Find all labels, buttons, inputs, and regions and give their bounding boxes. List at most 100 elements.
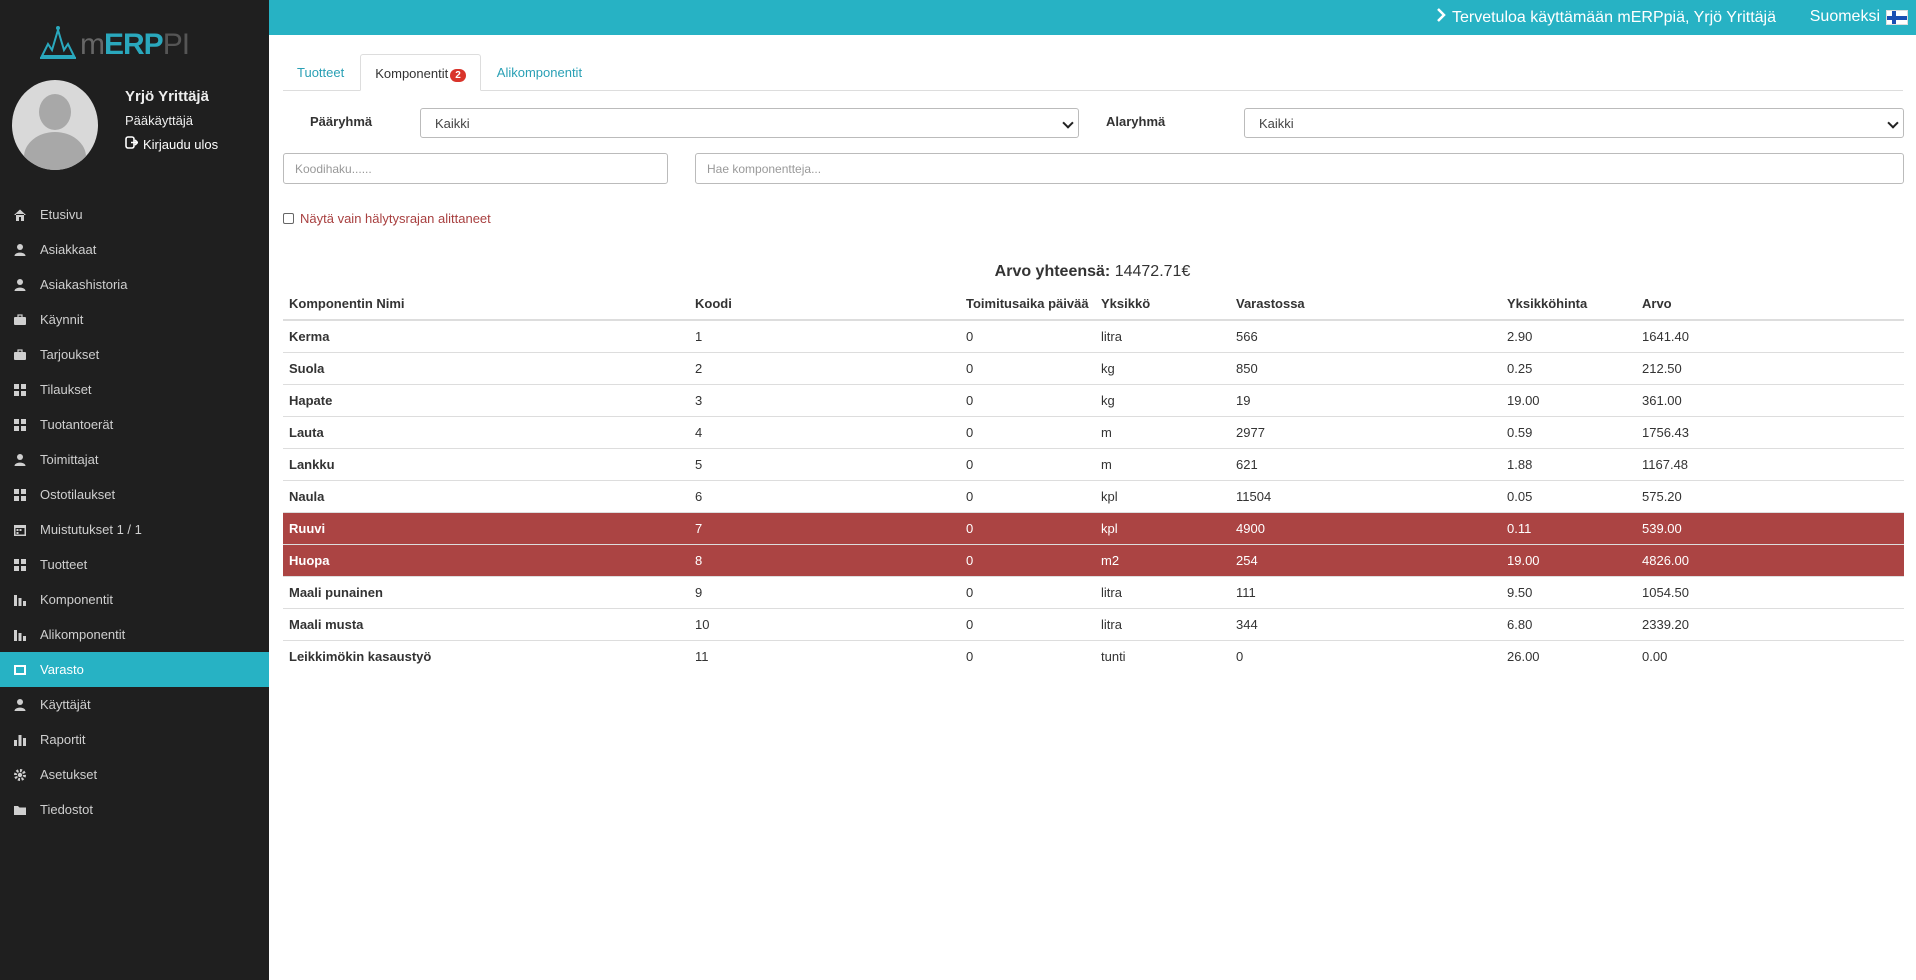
language-label: Suomeksi	[1809, 8, 1880, 25]
tree-icon	[13, 593, 27, 607]
table-row-alert[interactable]: Ruuvi 7 0 kpl 4900 0.11 539.00	[283, 511, 1904, 544]
table-row[interactable]: Maali punainen 9 0 litra 111 9.50 1054.50	[283, 575, 1904, 608]
column-header[interactable]: Varastossa	[1230, 288, 1501, 321]
top-bar: Tervetuloa käyttämään mERPpiä, Yrjö Yrit…	[269, 0, 1916, 35]
cell-code: 7	[689, 511, 960, 544]
sidebar-item-label: Tilaukset	[40, 382, 92, 397]
alert-only-checkbox[interactable]	[283, 213, 294, 224]
sub-group-select[interactable]: Kaikki	[1244, 108, 1904, 138]
cell-price: 0.59	[1501, 415, 1636, 448]
sidebar-item-käyttäjät[interactable]: Käyttäjät	[0, 687, 269, 722]
cell-lead: 0	[960, 543, 1095, 576]
cell-lead: 0	[960, 479, 1095, 512]
total-label: Arvo yhteensä:	[994, 263, 1111, 280]
welcome-message[interactable]: Tervetuloa käyttämään mERPpiä, Yrjö Yrit…	[1436, 8, 1776, 27]
welcome-text: Tervetuloa käyttämään mERPpiä, Yrjö Yrit…	[1451, 8, 1776, 26]
cell-value: 1756.43	[1636, 415, 1904, 448]
sidebar-item-tilaukset[interactable]: Tilaukset	[0, 372, 269, 407]
column-header[interactable]: Komponentin Nimi	[283, 288, 689, 321]
table-row[interactable]: Hapate 3 0 kg 19 19.00 361.00	[283, 383, 1904, 416]
cell-stock: 344	[1230, 607, 1501, 640]
sidebar-item-varasto[interactable]: Varasto	[0, 652, 269, 687]
chevron-right-icon	[1436, 8, 1446, 27]
logo-text-pi: PI	[162, 28, 190, 61]
table-row[interactable]: Lauta 4 0 m 2977 0.59 1756.43	[283, 415, 1904, 448]
column-header[interactable]: Yksikkö	[1095, 288, 1230, 321]
sidebar-item-tuotteet[interactable]: Tuotteet	[0, 547, 269, 582]
sidebar-item-alikomponentit[interactable]: Alikomponentit	[0, 617, 269, 652]
box-icon	[13, 663, 27, 677]
cell-stock: 254	[1230, 543, 1501, 576]
cell-unit: kg	[1095, 383, 1230, 416]
cell-name: Maali punainen	[283, 575, 689, 608]
sidebar-item-asiakashistoria[interactable]: Asiakashistoria	[0, 267, 269, 302]
column-header[interactable]: Yksikköhinta	[1501, 288, 1636, 321]
sidebar-item-asiakkaat[interactable]: Asiakkaat	[0, 232, 269, 267]
column-header[interactable]: Toimitusaika päivää	[960, 288, 1095, 321]
main-group-select[interactable]: Kaikki	[420, 108, 1079, 138]
sidebar-item-tarjoukset[interactable]: Tarjoukset	[0, 337, 269, 372]
alert-only-filter[interactable]: Näytä vain hälytysrajan alittaneet	[283, 211, 491, 226]
cell-lead: 0	[960, 575, 1095, 608]
user-icon	[13, 453, 27, 467]
table-row[interactable]: Naula 6 0 kpl 11504 0.05 575.20	[283, 479, 1904, 512]
table-row[interactable]: Maali musta 10 0 litra 344 6.80 2339.20	[283, 607, 1904, 640]
cell-name: Leikkimökin kasaustyö	[283, 639, 689, 672]
cell-stock: 0	[1230, 639, 1501, 672]
sidebar-item-label: Raportit	[40, 732, 86, 747]
cell-unit: kpl	[1095, 511, 1230, 544]
component-search-input[interactable]: Hae komponentteja...	[695, 153, 1904, 184]
sidebar-item-toimittajat[interactable]: Toimittajat	[0, 442, 269, 477]
cell-stock: 621	[1230, 447, 1501, 480]
cell-code: 8	[689, 543, 960, 576]
user-name: Yrjö Yrittäjä	[125, 88, 209, 105]
tab-subcomponents[interactable]: Alikomponentit	[483, 54, 596, 91]
cell-value: 212.50	[1636, 351, 1904, 384]
sidebar: mERPPI Yrjö Yrittäjä Pääkäyttäjä Kirjaud…	[0, 0, 269, 980]
app-logo[interactable]: mERPPI	[38, 20, 190, 62]
cell-stock: 111	[1230, 575, 1501, 608]
cell-price: 0.25	[1501, 351, 1636, 384]
tab-products[interactable]: Tuotteet	[283, 54, 358, 91]
cell-lead: 0	[960, 383, 1095, 416]
table-row[interactable]: Lankku 5 0 m 621 1.88 1167.48	[283, 447, 1904, 480]
cell-value: 1167.48	[1636, 447, 1904, 480]
logout-icon	[125, 136, 139, 152]
cell-stock: 850	[1230, 351, 1501, 384]
column-header[interactable]: Arvo	[1636, 288, 1904, 321]
tab-components[interactable]: Komponentit 2	[360, 54, 481, 91]
table-row[interactable]: Kerma 1 0 litra 566 2.90 1641.40	[283, 319, 1904, 352]
cell-name: Lauta	[283, 415, 689, 448]
language-selector[interactable]: Suomeksi	[1810, 8, 1908, 26]
sidebar-item-muistutukset-1-1[interactable]: Muistutukset 1 / 1	[0, 512, 269, 547]
main-group-label: Pääryhmä	[310, 114, 373, 129]
sidebar-item-label: Käyttäjät	[40, 697, 91, 712]
sidebar-item-label: Tarjoukset	[40, 347, 100, 362]
table-row[interactable]: Leikkimökin kasaustyö 11 0 tunti 0 26.00 0.00	[283, 639, 1904, 672]
cell-price: 2.90	[1501, 319, 1636, 352]
sidebar-item-tuotantoerät[interactable]: Tuotantoerät	[0, 407, 269, 442]
cell-price: 26.00	[1501, 639, 1636, 672]
table-row[interactable]: Suola 2 0 kg 850 0.25 212.50	[283, 351, 1904, 384]
sidebar-item-raportit[interactable]: Raportit	[0, 722, 269, 757]
cell-name: Naula	[283, 479, 689, 512]
sidebar-item-asetukset[interactable]: Asetukset	[0, 757, 269, 792]
logout-link[interactable]: Kirjaudu ulos	[125, 136, 218, 152]
sidebar-item-label: Muistutukset 1 / 1	[40, 522, 142, 537]
sidebar-item-käynnit[interactable]: Käynnit	[0, 302, 269, 337]
table-row-alert[interactable]: Huopa 8 0 m2 254 19.00 4826.00	[283, 543, 1904, 576]
cell-code: 10	[689, 607, 960, 640]
code-search-input[interactable]: Koodihaku......	[283, 153, 668, 184]
sidebar-item-komponentit[interactable]: Komponentit	[0, 582, 269, 617]
cell-unit: kpl	[1095, 479, 1230, 512]
cell-stock: 2977	[1230, 415, 1501, 448]
sidebar-item-label: Toimittajat	[40, 452, 99, 467]
sidebar-item-ostotilaukset[interactable]: Ostotilaukset	[0, 477, 269, 512]
column-header[interactable]: Koodi	[689, 288, 960, 321]
sidebar-item-etusivu[interactable]: Etusivu	[0, 197, 269, 232]
sidebar-item-label: Tuotantoerät	[40, 417, 114, 432]
tree-icon	[13, 628, 27, 642]
cell-value: 361.00	[1636, 383, 1904, 416]
sidebar-item-tiedostot[interactable]: Tiedostot	[0, 792, 269, 827]
logo-text-erp: ERP	[104, 28, 164, 61]
